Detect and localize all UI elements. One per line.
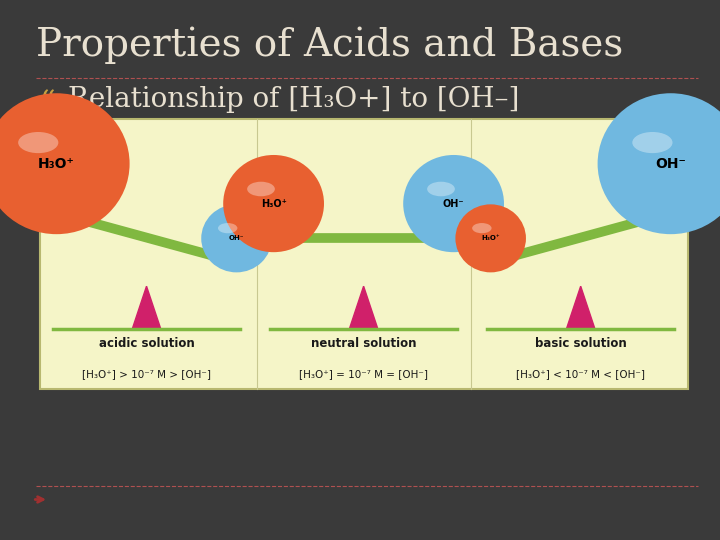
FancyBboxPatch shape (40, 119, 688, 389)
Ellipse shape (632, 132, 672, 153)
Text: H₃O⁺: H₃O⁺ (261, 199, 287, 208)
Text: “: “ (40, 89, 55, 120)
Ellipse shape (427, 181, 455, 197)
Text: OH⁻: OH⁻ (443, 199, 464, 208)
Text: OH⁻: OH⁻ (655, 157, 686, 171)
Ellipse shape (455, 204, 526, 272)
Text: Properties of Acids and Bases: Properties of Acids and Bases (36, 27, 624, 64)
Text: H₃O⁺: H₃O⁺ (38, 157, 75, 171)
Text: H₃O⁺: H₃O⁺ (482, 235, 500, 241)
Polygon shape (132, 286, 161, 329)
Ellipse shape (0, 93, 130, 234)
Text: [H₃O⁺] > 10⁻⁷ M > [OH⁻]: [H₃O⁺] > 10⁻⁷ M > [OH⁻] (82, 369, 211, 379)
Text: Relationship of [H₃O+] to [OH–]: Relationship of [H₃O+] to [OH–] (68, 86, 520, 113)
Ellipse shape (218, 223, 238, 233)
Ellipse shape (18, 132, 58, 153)
Polygon shape (566, 286, 595, 329)
Text: acidic solution: acidic solution (99, 336, 194, 350)
Ellipse shape (202, 204, 272, 272)
Polygon shape (349, 286, 378, 329)
Text: neutral solution: neutral solution (311, 336, 416, 350)
Text: OH⁻: OH⁻ (229, 235, 244, 241)
Text: [H₃O⁺] < 10⁻⁷ M < [OH⁻]: [H₃O⁺] < 10⁻⁷ M < [OH⁻] (516, 369, 645, 379)
Ellipse shape (472, 223, 492, 233)
Ellipse shape (223, 155, 324, 252)
Ellipse shape (247, 181, 275, 197)
Text: basic solution: basic solution (535, 336, 626, 350)
Ellipse shape (403, 155, 504, 252)
Text: [H₃O⁺] = 10⁻⁷ M = [OH⁻]: [H₃O⁺] = 10⁻⁷ M = [OH⁻] (299, 369, 428, 379)
Ellipse shape (598, 93, 720, 234)
